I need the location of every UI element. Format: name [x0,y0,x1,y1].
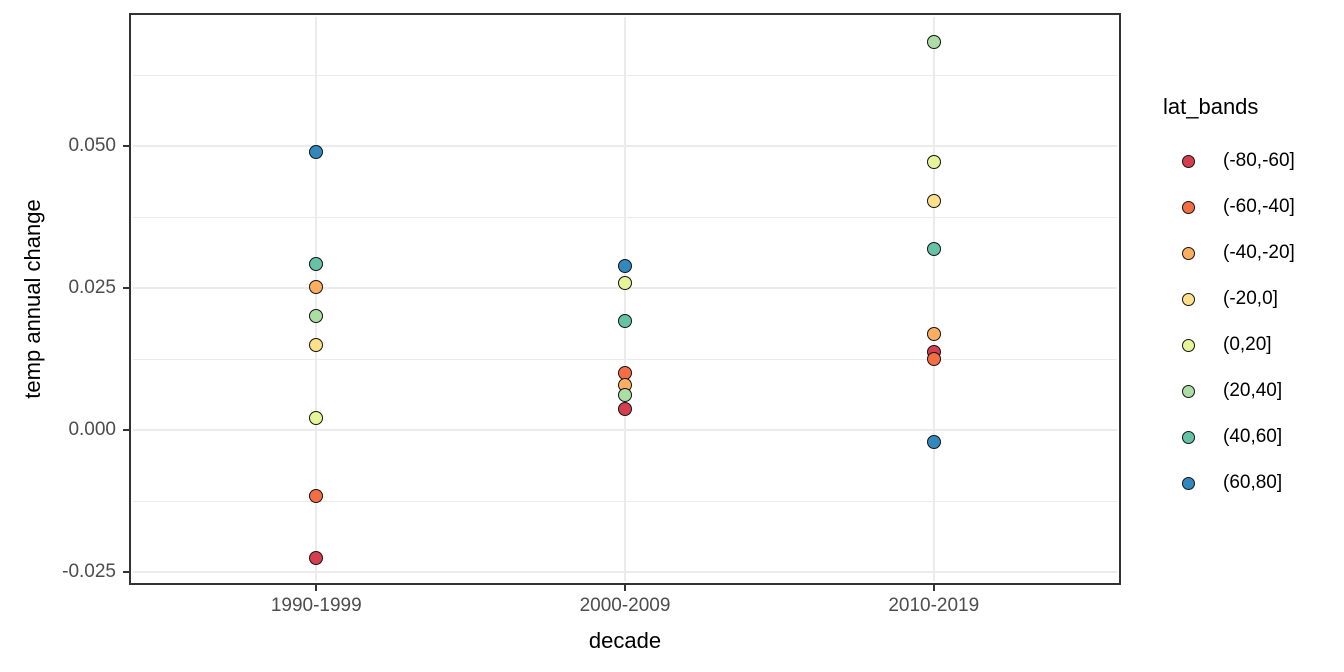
data-point [618,402,632,417]
legend-entry-label: (-60,-40] [1223,196,1295,217]
legend-entry-label: (20,40] [1223,380,1283,401]
y-tick-label: 0.050 [68,135,116,157]
data-point [926,352,941,367]
x-tick-mark [932,584,935,591]
data-point [618,387,632,402]
legend-entry-label: (-20,0] [1223,288,1278,309]
x-tick-mark [624,584,626,591]
data-point [618,276,632,291]
x-tick-label: 2000-2009 [579,595,671,616]
data-point [926,242,941,257]
gridline-major-x [932,17,935,581]
data-point [309,411,324,426]
x-axis-title: decade [588,628,662,653]
x-tick-label: 1990-1999 [270,595,362,616]
y-tick-mark [123,145,131,148]
legend-key-icon [1182,430,1195,444]
data-point [926,327,941,342]
legend-key-icon [1182,292,1195,306]
data-point [309,280,324,295]
data-point [309,551,324,565]
data-point [309,488,324,503]
legend-key-icon [1182,246,1195,260]
legend-entry-label: (0,20] [1223,334,1272,355]
data-point [926,155,941,170]
legend-entry-label: (-40,-20] [1223,242,1295,263]
legend-entry-label: (60,80] [1223,472,1283,493]
legend-key-icon [1182,200,1195,214]
data-point [926,435,941,450]
x-tick-label: 2010-2019 [888,595,980,616]
data-point [618,259,632,274]
data-point [309,309,324,324]
data-point [309,257,324,272]
y-tick-label: 0.025 [68,277,116,299]
data-point [926,194,941,209]
legend-key-icon [1182,476,1195,490]
y-tick-mark [123,571,131,574]
legend-key-icon [1182,338,1195,352]
y-tick-mark [123,429,131,432]
x-tick-mark [315,584,318,591]
y-tick-label: -0.025 [62,561,116,583]
data-point [926,35,941,50]
legend-key-icon [1182,384,1195,398]
legend-title: lat_bands [1163,94,1259,119]
data-point [309,338,324,352]
legend-key-icon [1182,154,1195,168]
legend-entry-label: (-80,-60] [1223,150,1295,171]
y-tick-label: 0.000 [68,419,116,441]
gridline-major-x [315,17,318,581]
legend-entry-label: (40,60] [1223,426,1283,447]
gridline-major-x [624,17,626,581]
y-tick-mark [123,287,131,290]
data-point [309,145,324,160]
data-point [618,314,632,329]
